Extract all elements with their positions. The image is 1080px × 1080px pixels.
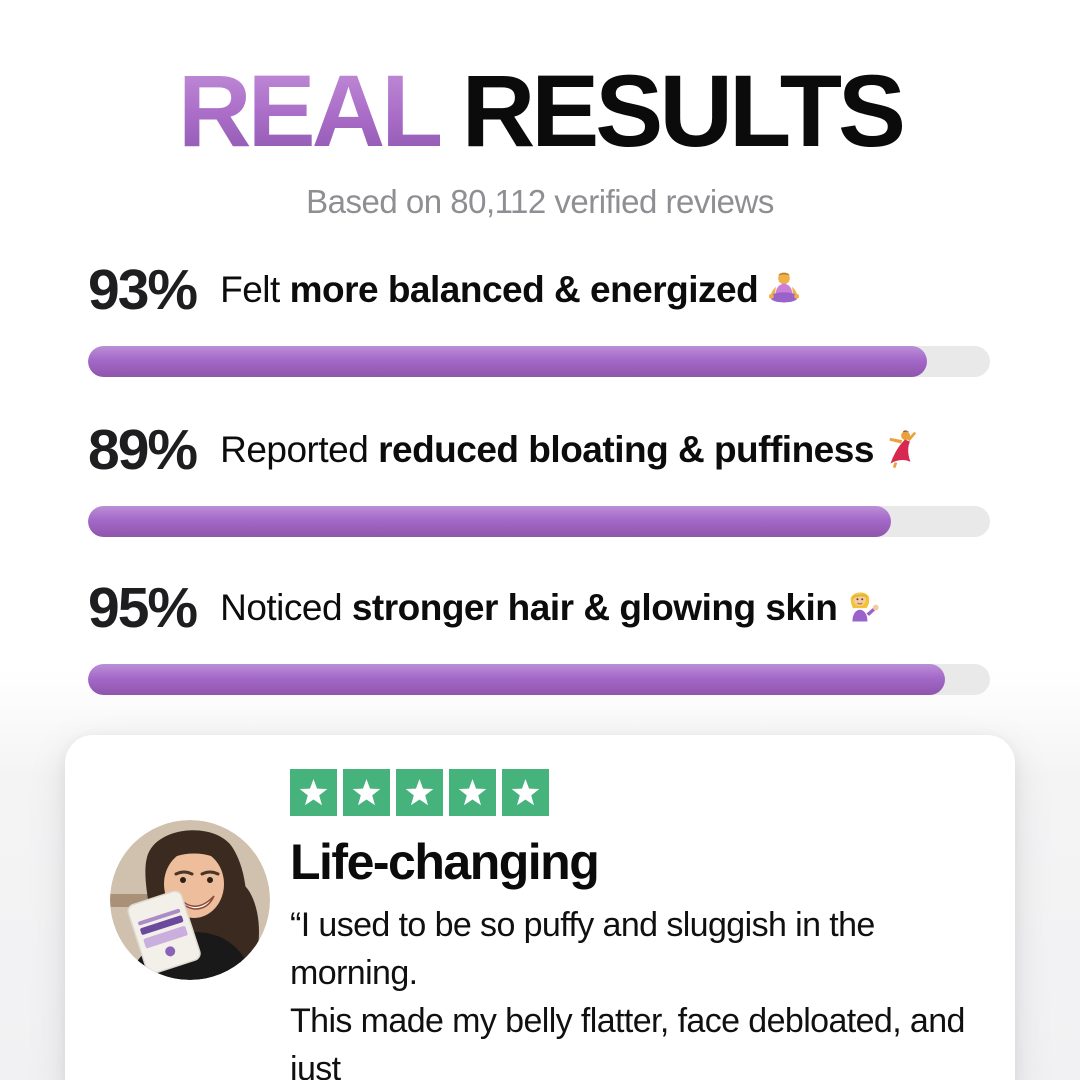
stat-percent: 89% <box>88 418 198 482</box>
stat-row-bloating-puffiness: 89% Reported reduced bloating & puffines… <box>88 418 990 537</box>
page-title-rest: RESULTS <box>461 54 906 168</box>
star-icon <box>396 769 443 816</box>
progress-track <box>88 664 990 695</box>
reviewer-avatar <box>110 820 270 980</box>
stat-label: Noticed stronger hair & glowing skin <box>220 587 883 629</box>
page-title: REAL RESULTS <box>0 57 1080 165</box>
review-heading: Life-changing <box>290 834 600 890</box>
star-icon <box>343 769 390 816</box>
stat-percent: 95% <box>88 576 198 640</box>
page-title-highlight: REAL <box>177 54 444 168</box>
star-icon <box>502 769 549 816</box>
review-quote: “I used to be so puffy and sluggish in t… <box>290 906 965 1080</box>
star-icon <box>449 769 496 816</box>
progress-fill <box>88 346 927 377</box>
trustpilot-star-rating <box>290 769 975 816</box>
stat-percent: 93% <box>88 258 198 322</box>
stat-label: Felt more balanced & energized <box>220 269 804 311</box>
progress-track <box>88 346 990 377</box>
dancer-emoji <box>880 429 920 469</box>
progress-fill <box>88 506 891 537</box>
woman-tipping-hand-emoji <box>843 587 883 627</box>
star-icon <box>290 769 337 816</box>
stat-row-balanced-energized: 93% Felt more balanced & energized <box>88 258 990 377</box>
progress-fill <box>88 664 945 695</box>
reviews-count-subtitle: Based on 80,112 verified reviews <box>306 183 774 220</box>
stat-label: Reported reduced bloating & puffiness <box>220 429 920 471</box>
stat-row-hair-skin: 95% Noticed stronger hair & glowing skin <box>88 576 990 695</box>
woman-in-lotus-position-emoji <box>764 269 804 309</box>
progress-track <box>88 506 990 537</box>
testimonial-card: Life-changing “I used to be so puffy and… <box>65 735 1015 1080</box>
